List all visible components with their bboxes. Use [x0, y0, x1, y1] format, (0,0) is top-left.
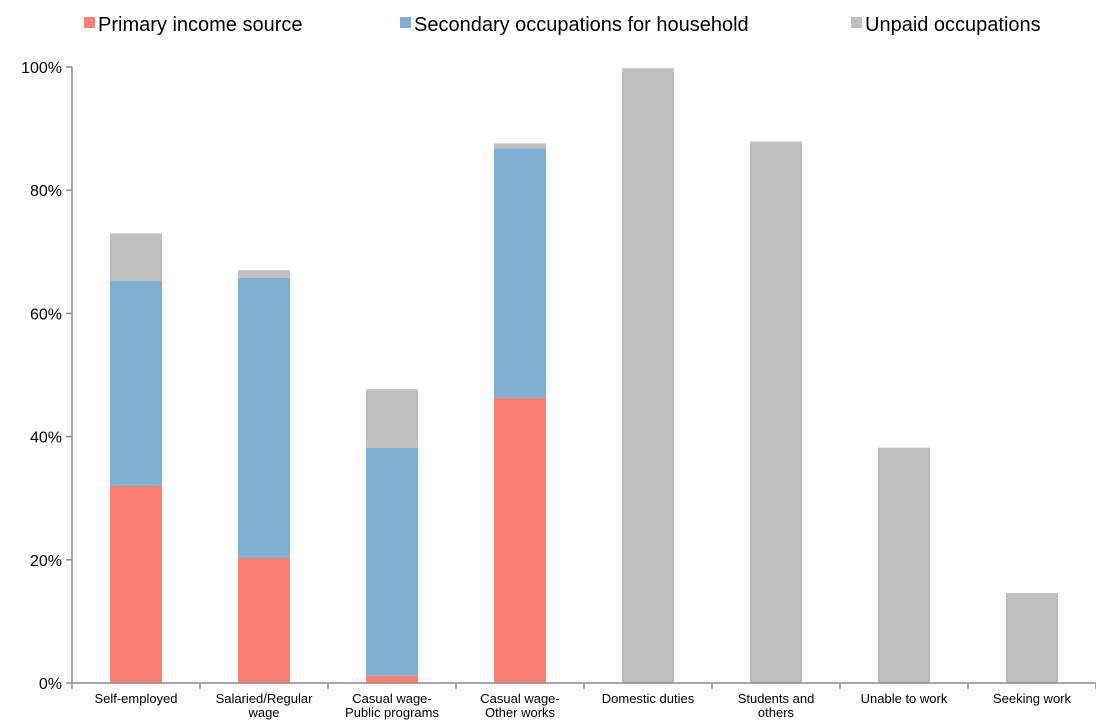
- bars: [110, 68, 1058, 684]
- y-tick-label-1: 0%: [39, 676, 62, 693]
- x-tick-label-4: Casual wage-Other works: [480, 691, 560, 720]
- legend-swatch-1: [84, 17, 95, 28]
- bar-segment-2-series-2: [238, 277, 290, 558]
- bar-segment-3-series-1: [366, 675, 418, 683]
- x-tick-label-1: Self-employed: [94, 691, 177, 706]
- x-tick-label-line: others: [758, 705, 795, 720]
- x-tick-label-line: wage: [247, 705, 279, 720]
- legend-swatch-2: [400, 17, 411, 28]
- x-axis-ticks: Self-employed Salaried/Regular wage Casual …: [71, 683, 1096, 720]
- x-tick-label-8: Seeking work: [993, 691, 1072, 706]
- bar-segment-2-series-3: [238, 270, 290, 278]
- x-tick-label-line: Domestic duties: [602, 691, 695, 706]
- x-tick-label-7: Unable to work: [861, 691, 948, 706]
- bar-segment-2-series-1: [238, 557, 290, 683]
- y-tick-label-6: 100%: [21, 60, 62, 77]
- x-tick-label-line: Students and: [738, 691, 815, 706]
- x-tick-label-line: Casual wage-: [480, 691, 560, 706]
- bar-segment-4-series-1: [494, 397, 546, 683]
- bar-segment-7-series-3: [878, 447, 930, 683]
- x-tick-label-5: Domestic duties: [602, 691, 695, 706]
- bar-segment-3-series-3: [366, 389, 418, 448]
- legend-label-3: Unpaid occupations: [865, 14, 1041, 36]
- x-tick-label-line: Self-employed: [94, 691, 177, 706]
- bar-segment-6-series-3: [750, 141, 802, 683]
- legend: Primary income source Secondary occupatio…: [84, 14, 1041, 36]
- bar-segment-8-series-3: [1006, 593, 1058, 683]
- y-tick-label-4: 60%: [30, 306, 62, 323]
- bar-segment-1-series-3: [110, 233, 162, 281]
- legend-label-1: Primary income source: [98, 14, 303, 36]
- legend-label-2: Secondary occupations for household: [414, 14, 749, 36]
- bar-segment-4-series-3: [494, 143, 546, 149]
- bar-segment-3-series-2: [366, 447, 418, 676]
- axes: [71, 67, 1096, 684]
- x-tick-label-line: Public programs: [345, 705, 439, 720]
- x-tick-label-line: Seeking work: [993, 691, 1072, 706]
- y-tick-label-3: 40%: [30, 430, 62, 447]
- x-tick-label-3: Casual wage-Public programs: [345, 691, 439, 720]
- x-tick-label-6: Students and others: [738, 691, 815, 720]
- x-tick-label-line: Other works: [485, 705, 556, 720]
- x-tick-label-line: Unable to work: [861, 691, 948, 706]
- y-tick-label-5: 80%: [30, 183, 62, 200]
- y-axis-ticks: 0% 20% 40% 60% 80% 100%: [21, 60, 72, 693]
- x-tick-label-line: Salaried/Regular: [216, 691, 314, 706]
- bar-segment-1-series-1: [110, 485, 162, 683]
- x-tick-label-line: Casual wage-: [352, 691, 432, 706]
- x-tick-label-2: Salaried/Regular wage: [216, 691, 314, 720]
- bar-segment-1-series-2: [110, 280, 162, 486]
- bar-segment-5-series-3: [622, 68, 674, 684]
- y-tick-label-2: 20%: [30, 553, 62, 570]
- legend-swatch-3: [851, 17, 862, 28]
- bar-segment-4-series-2: [494, 148, 546, 398]
